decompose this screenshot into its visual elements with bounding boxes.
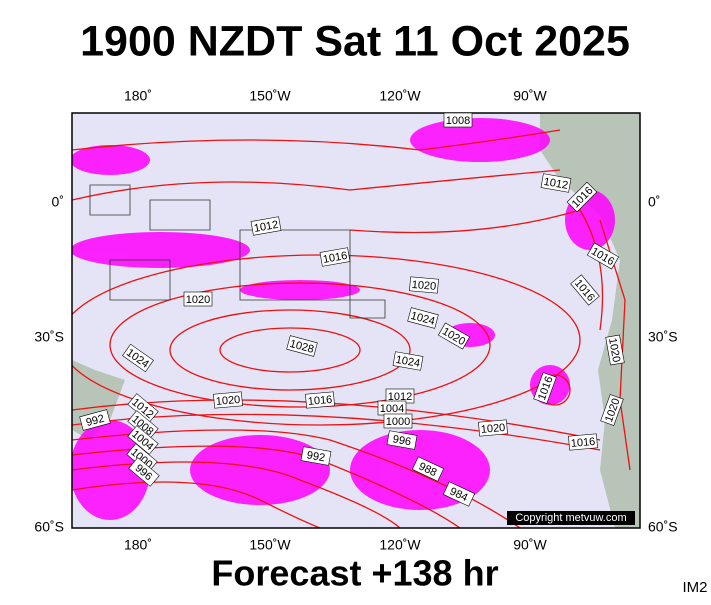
- isobar-label: 1020: [409, 276, 439, 294]
- lon-label: 120˚W: [379, 537, 421, 553]
- isobar-label: 1020: [183, 291, 213, 307]
- lon-label: 180˚: [124, 88, 152, 104]
- title: 1900 NZDT Sat 11 Oct 2025: [80, 17, 630, 65]
- isobar-label: 1028: [286, 335, 318, 357]
- isobar-label-bg: [127, 425, 159, 455]
- isobar-label: 992: [79, 409, 111, 431]
- isobar-label-bg: [386, 430, 418, 450]
- isobar-label-bg: [213, 391, 243, 409]
- lon-label: 120˚W: [379, 88, 421, 104]
- isobar-label-bg: [407, 307, 439, 329]
- isobar-label-bg: [411, 456, 445, 482]
- isobar-label-bg: [392, 351, 424, 371]
- isobar-label-bg: [300, 446, 332, 466]
- isobar-value: 1020: [606, 337, 622, 363]
- isobar-label: 1016: [319, 247, 351, 267]
- isobar-label-bg: [540, 173, 572, 193]
- isobar-value: 992: [306, 449, 326, 464]
- isobar-value: 1024: [395, 354, 421, 370]
- isobar-label-bg: [409, 276, 439, 294]
- lon-label: 90˚W: [513, 88, 547, 104]
- isobar-value: 992: [85, 413, 106, 429]
- isobar-label-bg: [533, 372, 557, 404]
- isobar-label: 1016: [305, 391, 335, 409]
- isobar-label-bg: [443, 112, 473, 128]
- isobar-label-bg: [383, 413, 413, 429]
- isobar-label-bg: [437, 322, 471, 350]
- lat-label: 60˚S: [648, 519, 678, 535]
- isobar-value: 1020: [186, 294, 210, 306]
- isobar-label: 1012: [250, 216, 282, 236]
- isobar-label: 1020: [605, 334, 625, 366]
- forecast-label: Forecast +138 hr: [211, 553, 498, 594]
- isobar-label: 1024: [392, 351, 424, 371]
- isobar-label-bg: [568, 433, 598, 451]
- isobar-value: 1020: [411, 279, 436, 293]
- isobar-value: 1012: [388, 391, 412, 403]
- isobar-value: 1012: [253, 219, 279, 235]
- isobar-value: 1020: [480, 422, 505, 436]
- lat-label: 60˚S: [34, 519, 64, 535]
- isobar-label: 1000: [383, 413, 413, 429]
- isobar-label-bg: [605, 334, 625, 366]
- isobar-value: 1016: [307, 394, 332, 408]
- isobar-label-bg: [478, 419, 508, 437]
- isobar-value: 1004: [380, 403, 404, 415]
- map-frame: [71, 112, 641, 529]
- isobar-label-bg: [566, 181, 598, 213]
- isobar-label-bg: [286, 335, 318, 357]
- isobar-label: 1008: [443, 112, 473, 128]
- isobar-value: 1016: [570, 436, 595, 450]
- isobar-label-bg: [183, 291, 213, 307]
- isobar-label: 1020: [213, 391, 243, 409]
- isobar-value: 1000: [386, 416, 410, 428]
- isobar-label-bg: [250, 216, 282, 236]
- isobar-label: 1020: [478, 419, 508, 437]
- isobar-label: 996: [386, 430, 418, 450]
- isobar-label-bg: [586, 242, 620, 270]
- isobar-value: 1016: [322, 250, 348, 266]
- isobar-value: 996: [392, 433, 412, 448]
- lon-label: 150˚W: [249, 537, 291, 553]
- lon-label: 180˚: [124, 537, 152, 553]
- isobar-label-bg: [305, 391, 335, 409]
- isobar-label-bg: [570, 274, 600, 306]
- isobar-label-bg: [79, 409, 111, 431]
- lon-label: 90˚W: [513, 537, 547, 553]
- lat-label: 0˚: [52, 194, 64, 210]
- lon-label: 150˚W: [249, 88, 291, 104]
- copyright-bg: [507, 511, 635, 525]
- lat-label: 0˚: [648, 194, 660, 210]
- isobar-label-bg: [442, 481, 476, 507]
- isobar-label: 1004: [377, 400, 407, 416]
- isobar-label-bg: [319, 247, 351, 267]
- isobar-label-bg: [122, 343, 154, 373]
- isobar-value: 1008: [446, 115, 470, 127]
- isobar-label-bg: [128, 457, 160, 487]
- isobar-value: 1012: [543, 176, 569, 192]
- isobar-label: 1012: [540, 173, 572, 193]
- isobar-label: 1016: [568, 433, 598, 451]
- isobar-value: 1020: [215, 394, 240, 408]
- image-id: IM2: [682, 579, 707, 596]
- copyright: Copyright metvuw.com: [515, 512, 626, 524]
- isobar-label: 1024: [407, 307, 439, 329]
- lat-label: 30˚S: [34, 329, 64, 345]
- lat-label: 30˚S: [648, 329, 678, 345]
- isobar-label-bg: [600, 394, 624, 426]
- isobar-label: 992: [300, 446, 332, 466]
